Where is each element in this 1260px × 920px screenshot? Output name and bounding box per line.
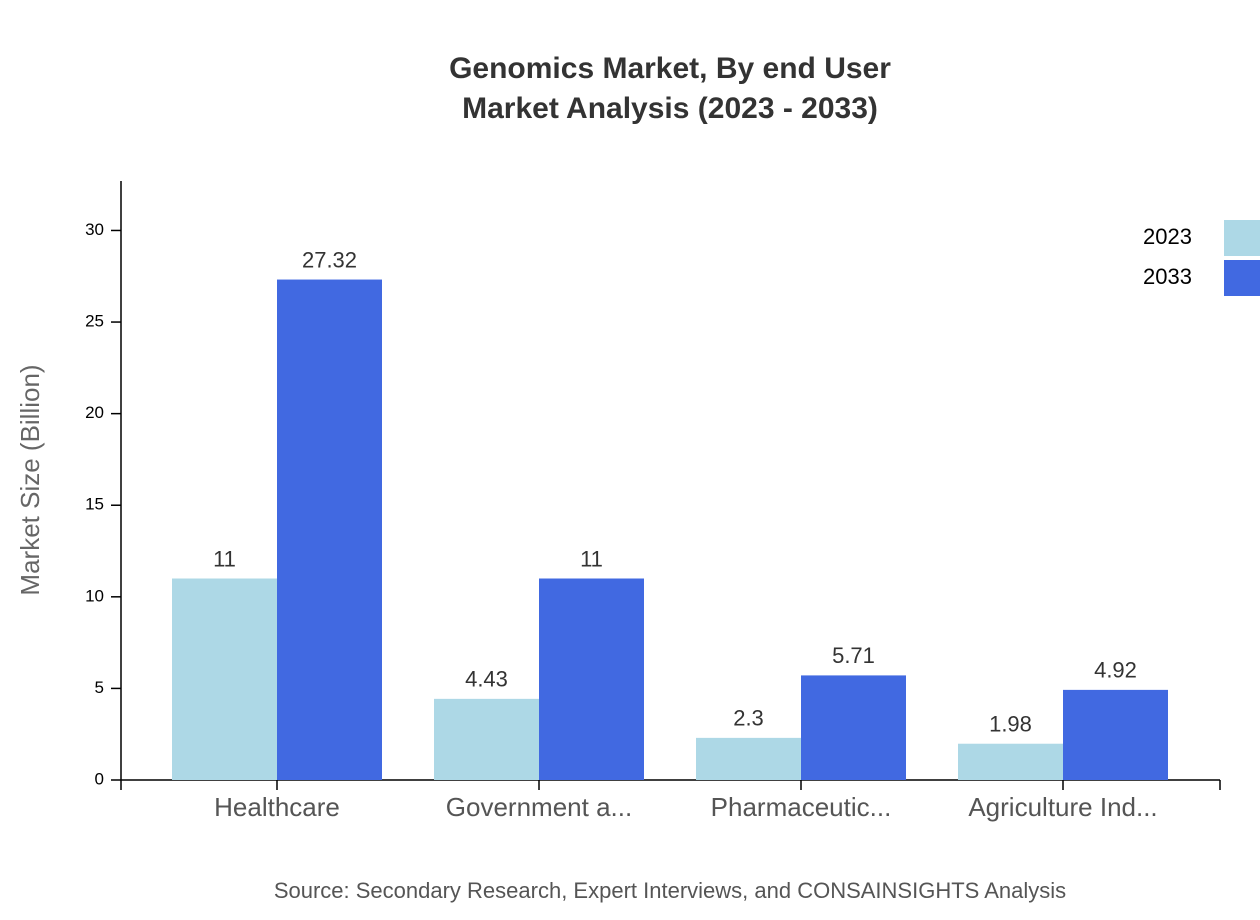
x-tick-label: Agriculture Ind... (968, 792, 1157, 822)
y-tick-label: 0 (95, 769, 104, 788)
bar (539, 578, 644, 780)
bar (958, 743, 1063, 780)
y-axis-label: Market Size (Billion) (15, 364, 45, 595)
bar (1063, 689, 1168, 780)
bar (801, 675, 906, 780)
chart-subtitle: Market Analysis (2023 - 2033) (462, 92, 878, 125)
y-tick-label: 30 (85, 220, 104, 239)
value-label: 2.3 (733, 706, 764, 731)
bar (696, 737, 801, 780)
y-tick-label: 20 (85, 403, 104, 422)
bar (434, 698, 539, 780)
bar (172, 578, 277, 780)
value-label: 11 (580, 546, 603, 571)
x-tick-label: Government a... (446, 792, 632, 822)
source-note: Source: Secondary Research, Expert Inter… (274, 878, 1066, 903)
value-label: 4.43 (465, 667, 508, 692)
legend-label: 2023 (1143, 224, 1192, 249)
y-tick-label: 10 (85, 586, 104, 605)
value-label: 27.32 (302, 247, 357, 272)
value-label: 5.71 (832, 643, 875, 668)
chart-title: Genomics Market, By end User (449, 52, 891, 85)
value-label: 4.92 (1094, 658, 1137, 683)
x-tick-label: Healthcare (214, 792, 340, 822)
y-tick-label: 25 (85, 312, 104, 331)
y-tick-label: 5 (95, 678, 104, 697)
y-tick-label: 15 (85, 495, 104, 514)
legend-swatch (1224, 220, 1260, 256)
legend-swatch (1224, 260, 1260, 296)
value-label: 1.98 (989, 712, 1032, 737)
value-label: 11 (213, 546, 236, 571)
x-tick-label: Pharmaceutic... (711, 792, 892, 822)
legend-label: 2033 (1143, 264, 1192, 289)
bar (277, 279, 382, 780)
